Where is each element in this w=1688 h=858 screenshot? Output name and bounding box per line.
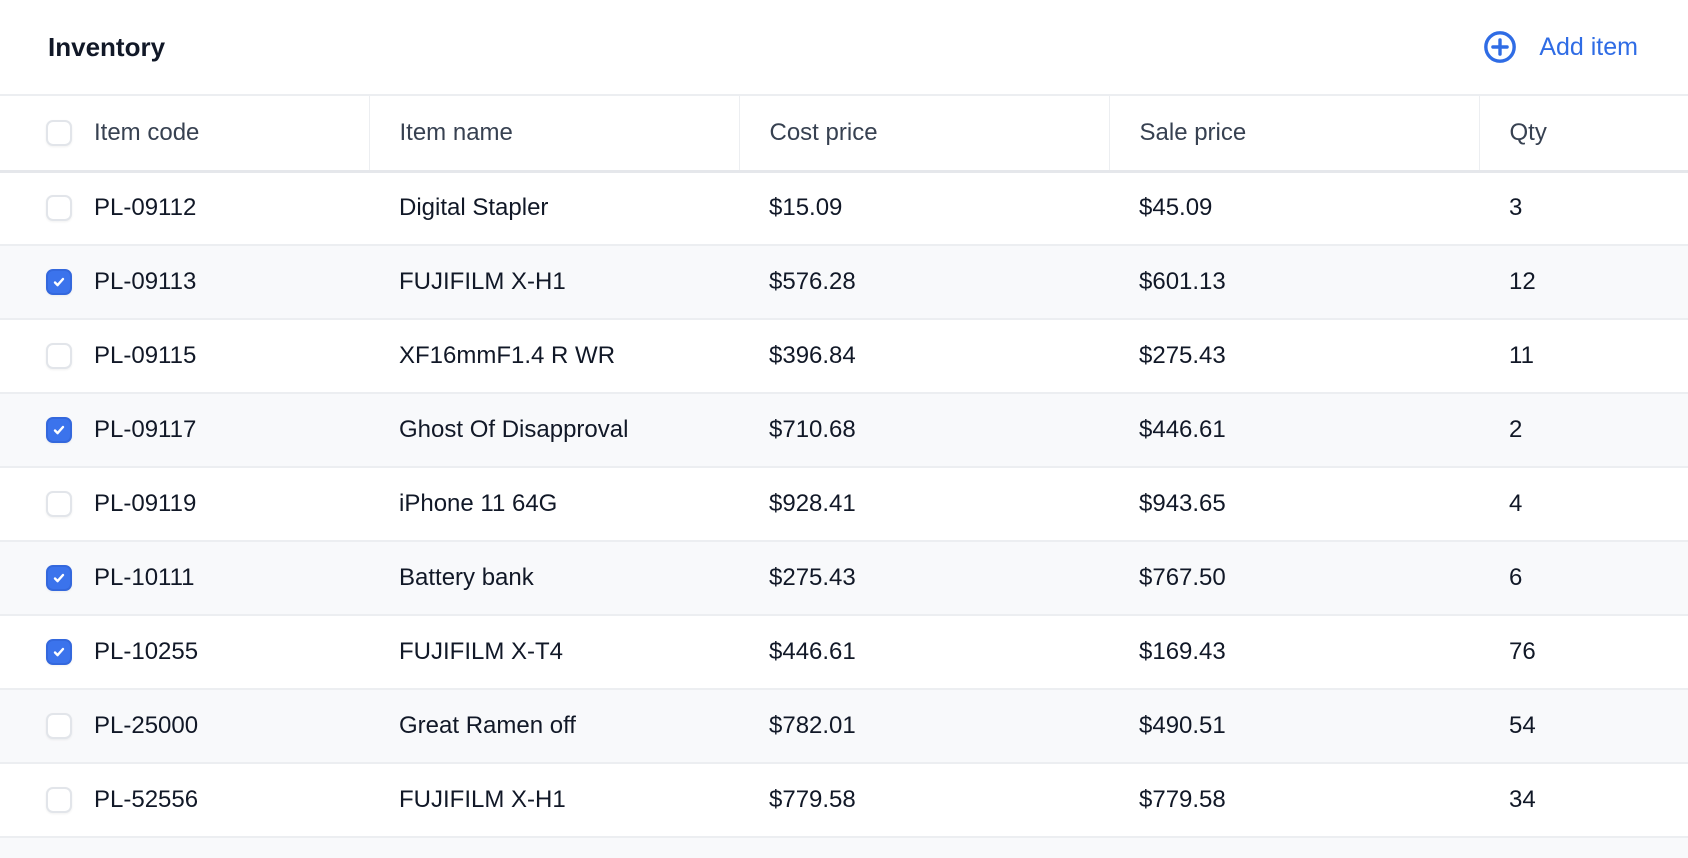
table-header-row: Item code Item name Cost price Sale pric…: [0, 96, 1688, 173]
column-header-item-name[interactable]: Item name: [369, 96, 740, 173]
plus-circle-icon: [1484, 31, 1517, 63]
column-label: Item code: [94, 118, 200, 146]
table-row[interactable]: PL-10111 Battery bank $275.43 $767.50 6: [0, 541, 1688, 616]
cell-sale-price: $601.13: [1109, 245, 1479, 320]
cell-item-name: FUJIFILM X-H1: [369, 245, 739, 320]
cell-item-name: Battery bank: [369, 541, 739, 616]
cell-item-name: iPhone 11 64G: [369, 467, 739, 542]
inventory-table: Item code Item name Cost price Sale pric…: [0, 96, 1688, 838]
row-checkbox[interactable]: [46, 417, 72, 443]
table-row[interactable]: PL-25000 Great Ramen off $782.01 $490.51…: [0, 689, 1688, 764]
row-checkbox[interactable]: [46, 787, 72, 813]
row-checkbox[interactable]: [46, 269, 72, 295]
select-all-checkbox[interactable]: [46, 119, 72, 146]
table-filler-row: [0, 838, 1688, 858]
table-row[interactable]: PL-09115 XF16mmF1.4 R WR $396.84 $275.43…: [0, 319, 1688, 394]
cell-item-code: PL-10111: [0, 541, 369, 616]
table-row[interactable]: PL-09112 Digital Stapler $15.09 $45.09 3: [0, 171, 1688, 246]
cell-item-code: PL-09117: [0, 393, 369, 468]
table-row[interactable]: PL-09113 FUJIFILM X-H1 $576.28 $601.13 1…: [0, 245, 1688, 320]
cell-sale-price: $275.43: [1109, 319, 1479, 394]
item-code: PL-09113: [94, 268, 197, 295]
cell-item-code: PL-52556: [0, 763, 369, 838]
check-icon: [53, 277, 65, 287]
item-code: PL-09115: [94, 342, 197, 369]
cell-sale-price: $446.61: [1109, 393, 1479, 468]
row-checkbox[interactable]: [46, 713, 72, 739]
cell-cost-price: $275.43: [739, 541, 1109, 616]
cell-cost-price: $576.28: [739, 245, 1109, 320]
cell-item-name: FUJIFILM X-H1: [369, 763, 739, 838]
table-row[interactable]: PL-52556 FUJIFILM X-H1 $779.58 $779.58 3…: [0, 763, 1688, 838]
item-code: PL-09117: [94, 416, 197, 443]
cell-cost-price: $710.68: [739, 393, 1109, 468]
cell-qty: 54: [1479, 689, 1688, 764]
check-icon: [53, 425, 65, 435]
cell-cost-price: $779.58: [739, 763, 1109, 838]
cell-cost-price: $928.41: [739, 467, 1109, 542]
cell-qty: 2: [1479, 393, 1688, 468]
item-code: PL-09112: [94, 194, 197, 222]
cell-item-code: PL-09115: [0, 319, 369, 394]
cell-item-code: PL-09112: [0, 171, 369, 246]
table-row[interactable]: PL-10255 FUJIFILM X-T4 $446.61 $169.43 7…: [0, 615, 1688, 690]
cell-qty: 12: [1479, 245, 1688, 320]
cell-qty: 11: [1479, 319, 1688, 394]
item-code: PL-10255: [94, 638, 199, 665]
cell-cost-price: $396.84: [739, 319, 1109, 394]
cell-qty: 3: [1479, 171, 1688, 246]
cell-sale-price: $45.09: [1109, 171, 1479, 246]
row-checkbox[interactable]: [46, 195, 72, 222]
cell-item-code: PL-25000: [0, 689, 369, 764]
row-checkbox[interactable]: [46, 343, 72, 369]
item-code: PL-52556: [94, 786, 199, 813]
cell-item-name: Great Ramen off: [369, 689, 739, 764]
add-item-button[interactable]: Add item: [1483, 30, 1638, 64]
cell-sale-price: $943.65: [1109, 467, 1479, 542]
cell-sale-price: $169.43: [1109, 615, 1479, 690]
cell-item-code: PL-09119: [0, 467, 369, 542]
table-row[interactable]: PL-09117 Ghost Of Disapproval $710.68 $4…: [0, 393, 1688, 468]
column-header-cost-price[interactable]: Cost price: [739, 96, 1110, 173]
cell-sale-price: $767.50: [1109, 541, 1479, 616]
row-checkbox[interactable]: [46, 491, 72, 517]
cell-qty: 34: [1479, 763, 1688, 838]
add-item-label: Add item: [1539, 32, 1638, 61]
cell-qty: 6: [1479, 541, 1688, 616]
item-code: PL-25000: [94, 712, 199, 739]
item-code: PL-10111: [94, 564, 195, 591]
cell-sale-price: $490.51: [1109, 689, 1479, 764]
cell-item-name: Digital Stapler: [369, 171, 739, 246]
cell-item-code: PL-10255: [0, 615, 369, 690]
row-checkbox[interactable]: [46, 639, 72, 665]
column-header-qty[interactable]: Qty: [1479, 96, 1688, 173]
cell-item-name: XF16mmF1.4 R WR: [369, 319, 739, 394]
cell-qty: 4: [1479, 467, 1688, 542]
check-icon: [53, 573, 65, 583]
cell-item-name: FUJIFILM X-T4: [369, 615, 739, 690]
cell-sale-price: $779.58: [1109, 763, 1479, 838]
row-checkbox[interactable]: [46, 565, 72, 591]
cell-cost-price: $782.01: [739, 689, 1109, 764]
page-title: Inventory: [48, 31, 166, 62]
cell-cost-price: $446.61: [739, 615, 1109, 690]
item-code: PL-09119: [94, 490, 197, 517]
cell-item-code: PL-09113: [0, 245, 369, 320]
page-header: Inventory Add item: [0, 0, 1688, 96]
table-row[interactable]: PL-09119 iPhone 11 64G $928.41 $943.65 4: [0, 467, 1688, 542]
cell-item-name: Ghost Of Disapproval: [369, 393, 739, 468]
cell-qty: 76: [1479, 615, 1688, 690]
column-header-sale-price[interactable]: Sale price: [1109, 96, 1480, 173]
column-header-item-code[interactable]: Item code: [0, 96, 370, 173]
cell-cost-price: $15.09: [739, 171, 1109, 246]
check-icon: [53, 647, 65, 657]
